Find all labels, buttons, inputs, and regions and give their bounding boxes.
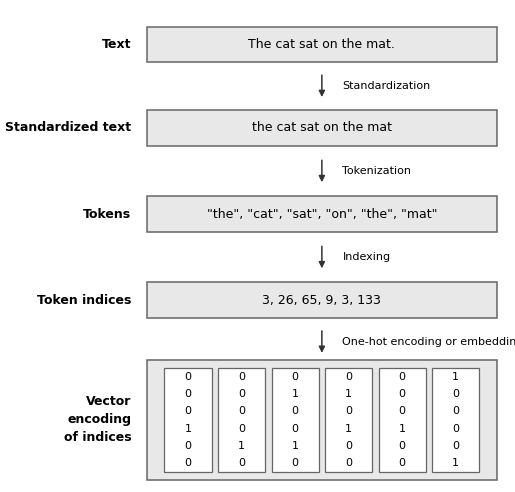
Text: 0: 0 <box>238 389 245 399</box>
Text: 1: 1 <box>399 424 406 433</box>
FancyBboxPatch shape <box>147 27 497 62</box>
Text: 1: 1 <box>238 441 245 451</box>
Text: 0: 0 <box>399 441 406 451</box>
Text: 1: 1 <box>345 389 352 399</box>
Text: The cat sat on the mat.: The cat sat on the mat. <box>248 38 396 51</box>
Text: 0: 0 <box>399 389 406 399</box>
Text: 0: 0 <box>238 424 245 433</box>
Text: Standardization: Standardization <box>342 81 431 91</box>
Text: 0: 0 <box>345 458 352 468</box>
Text: 0: 0 <box>399 406 406 416</box>
FancyBboxPatch shape <box>147 282 497 318</box>
Text: 0: 0 <box>291 371 299 382</box>
FancyBboxPatch shape <box>147 360 497 480</box>
Text: 3, 26, 65, 9, 3, 133: 3, 26, 65, 9, 3, 133 <box>263 294 381 307</box>
Text: Tokenization: Tokenization <box>342 166 411 176</box>
FancyBboxPatch shape <box>147 110 497 146</box>
Text: 0: 0 <box>184 389 192 399</box>
Text: 1: 1 <box>452 458 459 468</box>
Text: 0: 0 <box>345 371 352 382</box>
Text: 0: 0 <box>291 406 299 416</box>
Text: Text: Text <box>102 38 131 51</box>
Text: 0: 0 <box>291 424 299 433</box>
Text: 0: 0 <box>345 441 352 451</box>
Text: 1: 1 <box>184 424 192 433</box>
Text: Tokens: Tokens <box>83 208 131 220</box>
Text: 1: 1 <box>452 371 459 382</box>
FancyBboxPatch shape <box>325 368 372 472</box>
Text: 0: 0 <box>238 458 245 468</box>
FancyBboxPatch shape <box>147 196 497 232</box>
Text: Indexing: Indexing <box>342 252 390 262</box>
Text: Standardized text: Standardized text <box>5 122 131 134</box>
Text: 0: 0 <box>184 406 192 416</box>
FancyBboxPatch shape <box>379 368 426 472</box>
Text: Vector
encoding
of indices: Vector encoding of indices <box>64 396 131 444</box>
Text: 0: 0 <box>291 458 299 468</box>
Text: 0: 0 <box>184 371 192 382</box>
Text: 1: 1 <box>291 389 299 399</box>
Text: 1: 1 <box>345 424 352 433</box>
Text: 0: 0 <box>399 458 406 468</box>
FancyBboxPatch shape <box>271 368 319 472</box>
Text: 1: 1 <box>291 441 299 451</box>
Text: Token indices: Token indices <box>37 294 131 307</box>
Text: 0: 0 <box>452 441 459 451</box>
Text: 0: 0 <box>452 424 459 433</box>
Text: the cat sat on the mat: the cat sat on the mat <box>252 122 392 134</box>
FancyBboxPatch shape <box>164 368 212 472</box>
Text: 0: 0 <box>238 371 245 382</box>
Text: 0: 0 <box>345 406 352 416</box>
Text: 0: 0 <box>399 371 406 382</box>
FancyBboxPatch shape <box>218 368 265 472</box>
FancyBboxPatch shape <box>432 368 479 472</box>
Text: One-hot encoding or embedding: One-hot encoding or embedding <box>342 337 515 347</box>
Text: "the", "cat", "sat", "on", "the", "mat": "the", "cat", "sat", "on", "the", "mat" <box>207 208 437 220</box>
Text: 0: 0 <box>238 406 245 416</box>
Text: 0: 0 <box>184 441 192 451</box>
Text: 0: 0 <box>184 458 192 468</box>
Text: 0: 0 <box>452 406 459 416</box>
Text: 0: 0 <box>452 389 459 399</box>
